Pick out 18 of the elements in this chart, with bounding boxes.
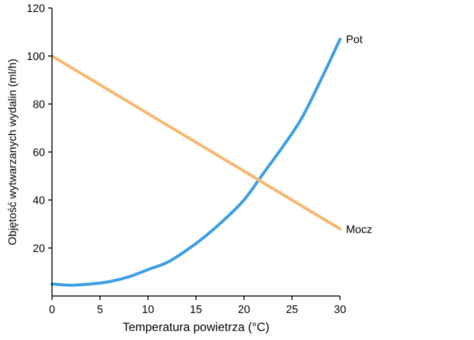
y-tick-label: 60 [32,147,45,159]
x-tick-label: 10 [142,304,154,316]
x-axis-title: Temperatura powietrza (°C) [122,320,270,334]
y-tick-label: 120 [26,3,45,15]
y-tick-label: 20 [32,243,45,255]
y-tick-label: 40 [32,195,45,207]
x-tick-label: 20 [238,304,250,316]
x-tick-label: 25 [286,304,298,316]
series-label: Pot [346,34,363,46]
y-tick-label: 80 [32,99,45,111]
series-label: Mocz [346,224,372,236]
y-axis-title: Objętość wytwarzanych wydalin (ml/h) [7,58,19,246]
x-tick-label: 15 [190,304,202,316]
x-tick-label: 5 [96,304,104,316]
line-series [50,38,342,287]
y-tick-label: 100 [26,51,45,63]
x-tick-label: 0 [48,304,56,316]
x-tick-label: 30 [334,304,346,316]
